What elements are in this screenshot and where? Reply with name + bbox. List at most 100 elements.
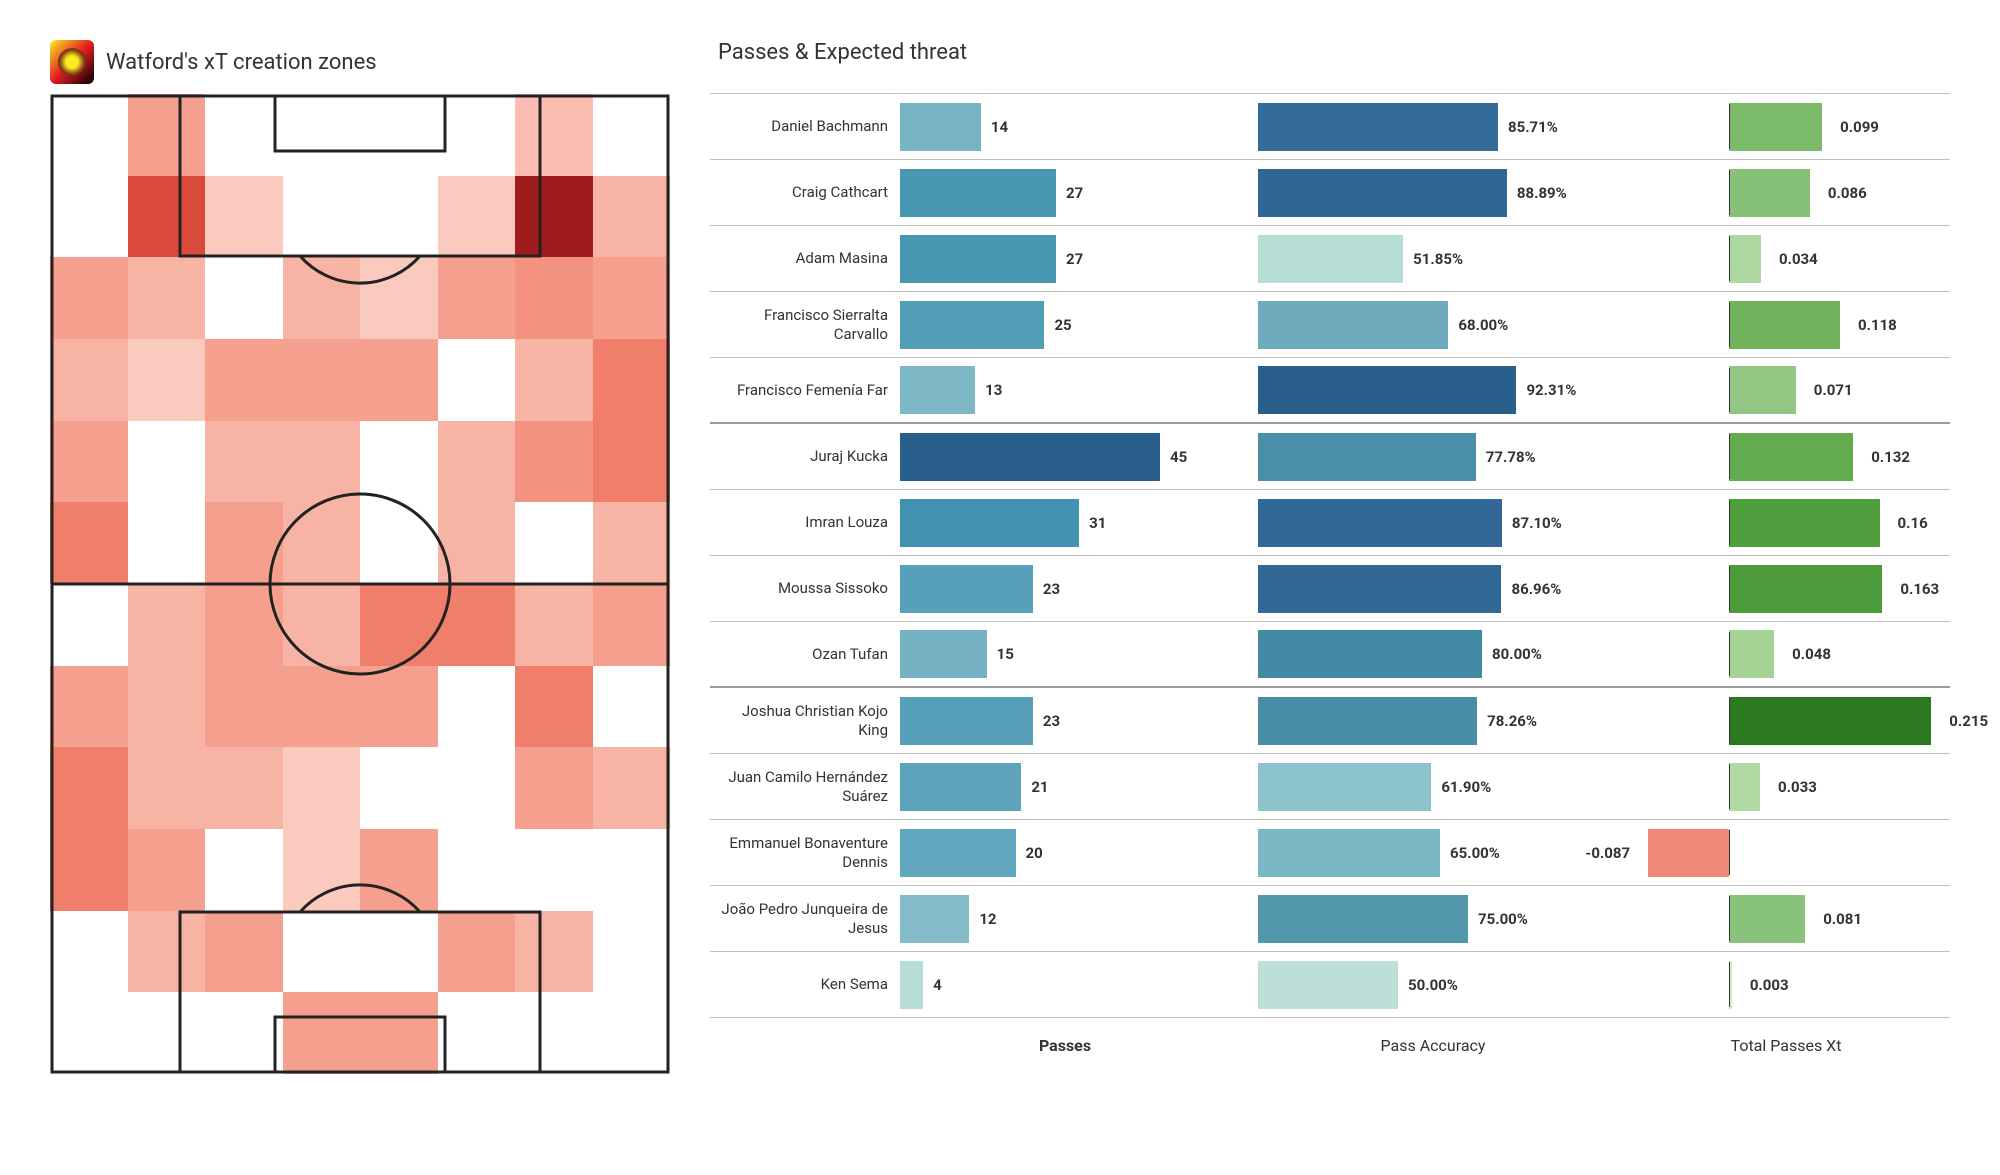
heatmap-cell [360,339,438,421]
accuracy-bar [1258,301,1448,349]
heatmap-cell [593,666,671,748]
heatmap-cell [438,421,516,503]
passes-bar [900,630,987,678]
player-name: Emmanuel Bonaventure Dennis [710,826,900,880]
heatmap-cell [438,257,516,339]
xt-value: 0.086 [1828,184,1867,202]
heatmap-header: Watford's xT creation zones [50,40,670,84]
heatmap-cell [360,176,438,258]
heatmap-cell [283,666,361,748]
chart-title: Passes & Expected threat [718,40,1950,65]
passes-value: 12 [979,910,996,928]
xt-bar [1729,630,1774,678]
accuracy-bar-col: 80.00% [1258,622,1608,686]
xt-bar-col: 0.071 [1636,358,1936,422]
player-name: Francisco Femenía Far [710,373,900,408]
player-name: Juan Camilo Hernández Suárez [710,760,900,814]
xt-zero-tick [1729,170,1730,215]
heatmap-cell [283,94,361,176]
passes-bar [900,565,1033,613]
passes-bar [900,366,975,414]
player-name: Joshua Christian Kojo King [710,694,900,748]
axis-row: Passes Pass Accuracy Total Passes Xt [710,1036,1950,1055]
passes-value: 13 [985,381,1002,399]
heatmap-cell [438,584,516,666]
heatmap-cell [438,666,516,748]
accuracy-value: 51.85% [1413,250,1463,268]
heatmap-cell [50,94,128,176]
heatmap-cell [283,421,361,503]
heatmap-cell [205,911,283,993]
heatmap-cell [283,339,361,421]
passes-bar [900,829,1016,877]
accuracy-value: 78.26% [1487,712,1537,730]
passes-bar [900,169,1056,217]
passes-bar-col: 14 [900,94,1230,159]
xt-bar-col: 0.086 [1636,160,1936,225]
xt-value: 0.163 [1900,580,1939,598]
heatmap-cell [205,257,283,339]
player-row: Imran Louza3187.10%0.16 [710,490,1950,556]
xt-value: 0.215 [1949,712,1988,730]
xt-wrap: 0.034 [1636,226,1936,291]
xt-wrap: 0.16 [1636,490,1936,555]
xt-bar [1648,829,1729,877]
heatmap-cell [205,176,283,258]
xt-bar [1729,763,1760,811]
xt-zero-tick [1729,302,1730,347]
badge-icon [58,48,86,76]
heatmap-cell [438,94,516,176]
accuracy-bar [1258,630,1482,678]
xt-value: 0.033 [1778,778,1817,796]
passes-bar [900,235,1056,283]
heatmap-cell [593,747,671,829]
xt-wrap: 0.081 [1636,886,1936,951]
heatmap-cell [128,94,206,176]
passes-value: 14 [991,118,1008,136]
passes-bar-col: 27 [900,226,1230,291]
passes-bar [900,433,1160,481]
passes-value: 25 [1054,316,1071,334]
passes-bar [900,763,1021,811]
accuracy-bar [1258,433,1476,481]
passes-value: 23 [1043,712,1060,730]
heatmap-cell [205,94,283,176]
xt-zero-tick [1729,434,1730,479]
player-rows: Daniel Bachmann1485.71%0.099Craig Cathca… [710,93,1950,1018]
heatmap-cell [128,502,206,584]
xt-bar-col: 0.033 [1636,754,1936,819]
accuracy-value: 86.96% [1511,580,1561,598]
heatmap-cell [50,339,128,421]
accuracy-bar [1258,565,1501,613]
xt-bar [1729,433,1853,481]
player-row: Juan Camilo Hernández Suárez21 61.90% 0.03… [710,754,1950,820]
xt-bar-col: 0.099 [1636,94,1936,159]
heatmap-cell [360,911,438,993]
accuracy-bar-col: 61.90% [1258,754,1608,819]
accuracy-bar [1258,763,1431,811]
player-name: Francisco Sierralta Carvallo [710,298,900,352]
axis-xt-label: Total Passes Xt [1636,1036,1936,1055]
player-row: Emmanuel Bonaventure Dennis2065.00%-0.08… [710,820,1950,886]
xt-bar-col: 0.215 [1636,688,1936,753]
player-row: Francisco Sierralta Carvallo2568.00%0.11… [710,292,1950,358]
heatmap-cell [205,747,283,829]
passes-bar [900,301,1044,349]
player-row: Moussa Sissoko2386.96%0.163 [710,556,1950,622]
xt-bar [1729,301,1840,349]
accuracy-bar-col: 86.96% [1258,556,1608,621]
heatmap-cell [50,666,128,748]
heatmap-cell [360,992,438,1074]
heatmap-cell [515,94,593,176]
accuracy-bar-col: 75.00% [1258,886,1608,951]
heatmap-cell [515,666,593,748]
passes-bar-col: 25 [900,292,1230,357]
axis-passes-label: Passes [900,1036,1230,1055]
passes-bar-col: 15 [900,622,1230,686]
heatmap-cell [50,257,128,339]
heatmap-cell [128,666,206,748]
passes-bar-col: 21 [900,754,1230,819]
passes-bar-col: 27 [900,160,1230,225]
heatmap-cell [128,339,206,421]
player-row: Ozan Tufan1580.00%0.048 [710,622,1950,688]
